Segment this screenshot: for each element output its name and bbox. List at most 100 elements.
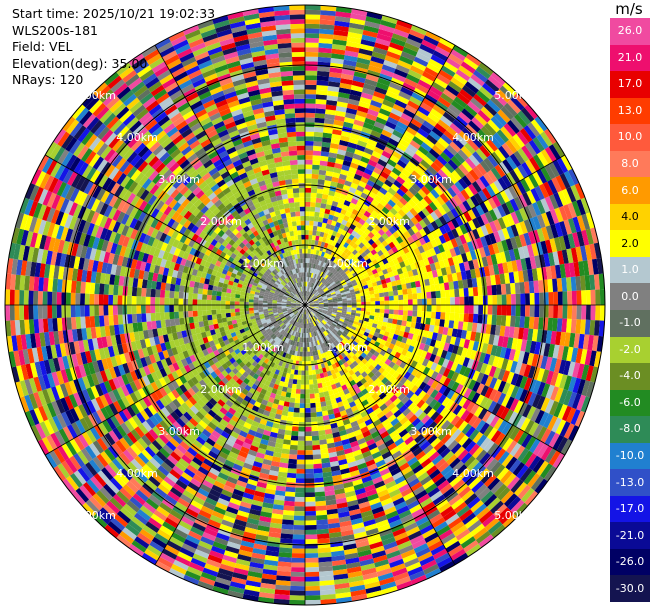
- velocity-cell: [493, 179, 504, 193]
- velocity-cell: [305, 239, 309, 245]
- velocity-cell: [421, 292, 427, 299]
- velocity-cell: [378, 493, 391, 502]
- velocity-cell: [307, 328, 310, 333]
- velocity-cell: [298, 332, 301, 338]
- velocity-cell: [548, 432, 560, 448]
- velocity-cell: [459, 224, 468, 235]
- velocity-cell: [301, 314, 304, 319]
- velocity-cell: [320, 448, 329, 455]
- velocity-cell: [319, 372, 325, 379]
- velocity-cell: [271, 456, 281, 463]
- velocity-cell: [385, 326, 391, 333]
- velocity-cell: [383, 476, 395, 485]
- velocity-cell: [330, 331, 335, 337]
- velocity-cell: [313, 290, 318, 295]
- velocity-cell: [534, 185, 545, 201]
- velocity-cell: [384, 422, 394, 431]
- velocity-cell: [456, 192, 467, 203]
- velocity-cell: [357, 496, 369, 505]
- velocity-cell: [519, 389, 529, 403]
- velocity-cell: [326, 385, 333, 391]
- velocity-cell: [280, 457, 289, 464]
- velocity-cell: [350, 279, 357, 284]
- velocity-cell: [364, 340, 370, 346]
- velocity-cell: [302, 318, 304, 324]
- velocity-cell: [365, 407, 374, 415]
- velocity-cell: [561, 405, 572, 422]
- velocity-cell: [394, 274, 401, 281]
- velocity-cell: [337, 305, 343, 307]
- velocity-cell: [362, 122, 374, 130]
- velocity-cell: [464, 516, 479, 529]
- velocity-cell: [440, 312, 446, 320]
- velocity-cell: [478, 247, 487, 258]
- velocity-cell: [366, 422, 376, 431]
- velocity-cell: [300, 342, 303, 348]
- velocity-cell: [338, 92, 350, 99]
- velocity-cell: [472, 446, 484, 459]
- velocity-cell: [292, 345, 297, 351]
- velocity-cell: [415, 231, 423, 240]
- velocity-cell: [331, 313, 337, 317]
- velocity-cell: [378, 316, 384, 322]
- velocity-cell: [333, 346, 339, 353]
- velocity-cell: [340, 240, 346, 246]
- velocity-cell: [320, 10, 336, 16]
- velocity-cell: [428, 324, 435, 333]
- velocity-cell: [553, 192, 564, 208]
- velocity-cell: [399, 241, 407, 249]
- velocity-cell: [323, 419, 331, 426]
- velocity-cell: [258, 520, 271, 528]
- velocity-cell: [496, 357, 505, 369]
- velocity-cell: [418, 454, 429, 465]
- velocity-cell: [293, 407, 300, 413]
- velocity-cell: [384, 203, 393, 211]
- velocity-cell: [289, 397, 296, 403]
- velocity-cell: [314, 284, 318, 290]
- velocity-cell: [408, 299, 413, 305]
- velocity-cell: [369, 60, 384, 69]
- velocity-cell: [430, 239, 438, 248]
- velocity-cell: [472, 166, 484, 179]
- velocity-cell: [346, 359, 353, 366]
- velocity-cell: [305, 169, 313, 174]
- velocity-cell: [487, 244, 496, 256]
- velocity-cell: [354, 290, 360, 295]
- velocity-cell: [435, 498, 449, 510]
- velocity-cell: [417, 390, 427, 400]
- velocity-cell: [331, 43, 347, 51]
- velocity-cell: [440, 349, 448, 359]
- velocity-cell: [357, 349, 364, 356]
- velocity-cell: [322, 296, 328, 300]
- velocity-cell: [521, 487, 535, 503]
- velocity-cell: [398, 509, 412, 520]
- velocity-cell: [442, 242, 450, 252]
- velocity-cell: [398, 294, 404, 301]
- velocity-cell: [365, 113, 378, 122]
- velocity-cell: [367, 442, 378, 451]
- velocity-cell: [308, 365, 312, 371]
- velocity-cell: [293, 520, 305, 526]
- velocity-cell: [340, 289, 346, 294]
- velocity-cell: [316, 226, 322, 232]
- velocity-cell: [265, 550, 279, 557]
- velocity-cell: [392, 129, 404, 139]
- velocity-cell: [317, 287, 322, 292]
- velocity-cell: [325, 499, 337, 506]
- velocity-cell: [344, 423, 352, 430]
- velocity-cell: [578, 333, 585, 349]
- velocity-cell: [423, 444, 434, 455]
- velocity-cell: [336, 386, 344, 393]
- velocity-cell: [285, 486, 296, 493]
- velocity-cell: [484, 364, 493, 376]
- velocity-cell: [322, 132, 333, 139]
- velocity-cell: [404, 277, 411, 284]
- velocity-cell: [318, 300, 324, 303]
- velocity-cell: [319, 580, 335, 586]
- velocity-cell: [589, 320, 596, 336]
- velocity-cell: [371, 171, 380, 180]
- velocity-cell: [348, 286, 354, 291]
- velocity-cell: [598, 273, 605, 290]
- velocity-cell: [335, 493, 346, 500]
- velocity-cell: [390, 133, 402, 143]
